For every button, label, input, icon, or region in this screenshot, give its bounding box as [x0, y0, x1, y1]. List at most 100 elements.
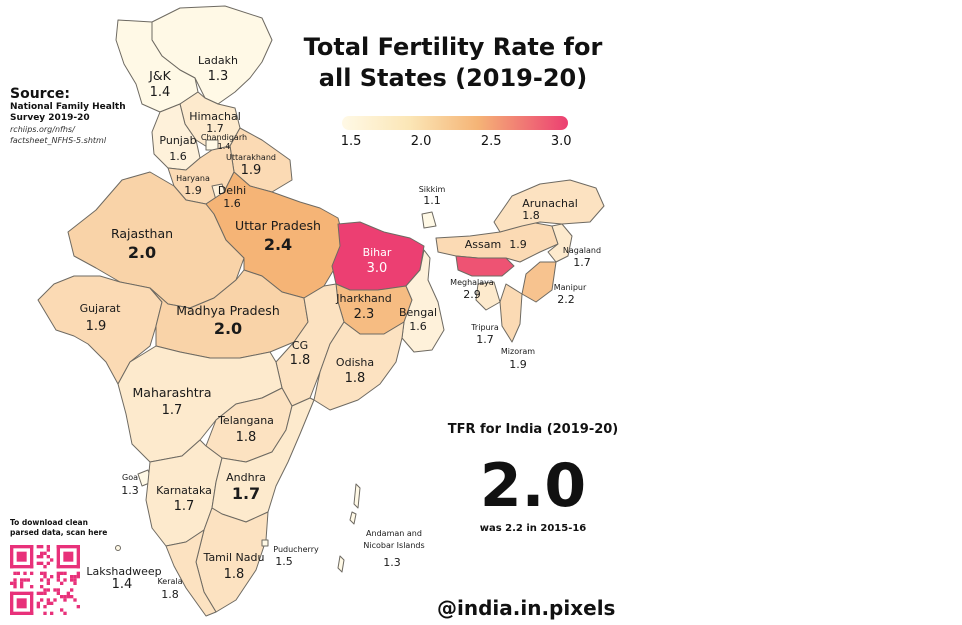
label-ladakh-name: Ladakh [198, 54, 238, 67]
state-odisha[interactable] [313, 321, 405, 411]
label-goa-name: Goa [122, 473, 138, 482]
label-jharkhand-name: Jharkhand [335, 292, 392, 305]
state-gujarat[interactable] [37, 275, 163, 385]
download-line-1: To download clean [10, 518, 88, 527]
label-lakshadweep-value: 1.4 [112, 577, 133, 592]
label-cg-value: 1.8 [290, 353, 311, 368]
legend-tick: 2.0 [410, 134, 432, 149]
label-madhya-pradesh-name: Madhya Pradesh [176, 303, 280, 318]
label-rajasthan-value: 2.0 [128, 243, 156, 262]
label-tamil-nadu-value: 1.8 [224, 567, 245, 582]
color-legend: 1.5 2.0 2.5 3.0 [340, 116, 572, 152]
label-arunachal-value: 1.8 [522, 209, 540, 222]
label-manipur-value: 2.2 [557, 293, 575, 306]
label-meghalaya-name: Meghalaya [450, 278, 494, 287]
label-gujarat-value: 1.9 [86, 319, 107, 334]
label-sikkim-value: 1.1 [423, 194, 441, 207]
state-nagaland[interactable] [547, 223, 573, 263]
state-puducherry[interactable] [261, 539, 269, 547]
label-odisha-value: 1.8 [345, 371, 366, 386]
download-line-2: parsed data, scan here [10, 528, 108, 537]
national-tfr-heading: TFR for India (2019-20) [447, 422, 619, 437]
label-punjab-name: Punjab [159, 134, 196, 147]
state-lakshadweep[interactable] [115, 545, 121, 551]
label-karnataka-name: Karnataka [156, 484, 212, 497]
legend-tick: 3.0 [550, 134, 572, 149]
label-gujarat-name: Gujarat [80, 302, 122, 315]
state-tripura[interactable] [475, 281, 501, 311]
label-telangana-name: Telangana [217, 414, 274, 427]
label-karnataka-value: 1.7 [174, 499, 195, 514]
label-rajasthan-name: Rajasthan [111, 226, 173, 241]
label-tripura-value: 1.7 [476, 333, 494, 346]
state-manipur[interactable] [521, 261, 557, 303]
label-kerala-name: Kerala [157, 577, 182, 586]
label-telangana-value: 1.8 [236, 430, 257, 445]
legend-tick: 1.5 [340, 134, 362, 149]
source-line-2: Survey 2019-20 [10, 113, 90, 123]
label-nagaland-name: Nagaland [563, 246, 601, 255]
label-jk-value: 1.4 [150, 85, 171, 100]
state-cg[interactable] [275, 283, 345, 407]
label-andhra-value: 1.7 [232, 484, 260, 503]
label-chandigarh-value: 1.4 [218, 142, 231, 151]
state-sikkim[interactable] [421, 211, 437, 229]
label-arunachal-name: Arunachal [522, 197, 578, 210]
state-andaman[interactable] [337, 483, 361, 573]
label-jharkhand-value: 2.3 [354, 307, 375, 322]
label-delhi-value: 1.6 [223, 197, 241, 210]
label-andaman-name-2: Nicobar Islands [363, 541, 424, 550]
label-punjab-value: 1.6 [169, 150, 187, 163]
label-manipur-name: Manipur [554, 283, 587, 292]
legend-ticks: 1.5 2.0 2.5 3.0 [340, 134, 572, 152]
label-haryana-name: Haryana [176, 174, 210, 183]
label-jk-name: J&K [148, 68, 171, 83]
label-tripura-name: Tripura [470, 323, 499, 332]
source-url-1: rchiips.org/nfhs/ [10, 125, 75, 134]
source-line-1: National Family Health [10, 102, 126, 112]
source-url-2: factsheet_NFHS-5.shtml [10, 136, 107, 145]
label-delhi-name: Delhi [218, 184, 246, 197]
label-mizoram-name: Mizoram [501, 347, 535, 356]
label-odisha-name: Odisha [336, 356, 374, 369]
source-block: Source: National Family Health Survey 20… [10, 86, 140, 146]
qr-code-icon[interactable] [10, 545, 80, 615]
download-note: To download clean parsed data, scan here [10, 518, 120, 538]
national-tfr-block: TFR for India (2019-20) 2.0 was 2.2 in 2… [440, 422, 626, 534]
label-puducherry-name: Puducherry [273, 545, 319, 554]
legend-tick: 2.5 [480, 134, 502, 149]
label-ladakh-value: 1.3 [208, 69, 229, 84]
label-chandigarh-name: Chandigarh [201, 133, 247, 142]
label-uttarakhand-name: Uttarakhand [226, 153, 276, 162]
label-meghalaya-value: 2.9 [463, 288, 481, 301]
state-arunachal[interactable] [493, 179, 605, 233]
label-maharashtra-name: Maharashtra [133, 385, 212, 400]
map-title: Total Fertility Rate for all States (201… [303, 33, 603, 92]
label-andhra-name: Andhra [226, 471, 266, 484]
state-labels: Ladakh 1.3 J&K 1.4 Himachal 1.7 Chandiga… [80, 54, 602, 601]
national-tfr-value: 2.0 [479, 451, 587, 521]
label-assam-value: 1.9 [509, 238, 527, 251]
state-kerala[interactable] [165, 529, 217, 617]
label-assam-name: Assam [465, 238, 501, 251]
label-mizoram-value: 1.9 [509, 358, 527, 371]
label-lakshadweep-name: Lakshadweep [86, 565, 161, 578]
label-madhya-pradesh-value: 2.0 [214, 319, 242, 338]
label-andaman-value: 1.3 [383, 556, 401, 569]
source-heading: Source: [10, 86, 70, 102]
label-bihar-name: Bihar [363, 246, 392, 259]
label-uttar-pradesh-name: Uttar Pradesh [235, 218, 321, 233]
label-sikkim-name: Sikkim [419, 185, 446, 194]
label-bengal-name: Bengal [399, 306, 437, 319]
label-bihar-value: 3.0 [367, 261, 388, 276]
state-meghalaya[interactable] [455, 255, 515, 277]
state-mizoram[interactable] [499, 283, 523, 343]
label-uttar-pradesh-value: 2.4 [264, 235, 292, 254]
label-goa-value: 1.3 [121, 484, 139, 497]
label-andaman-name-1: Andaman and [366, 529, 422, 538]
label-himachal-name: Himachal [189, 110, 241, 123]
label-bengal-value: 1.6 [409, 320, 427, 333]
label-haryana-value: 1.9 [184, 184, 202, 197]
label-nagaland-value: 1.7 [573, 256, 591, 269]
